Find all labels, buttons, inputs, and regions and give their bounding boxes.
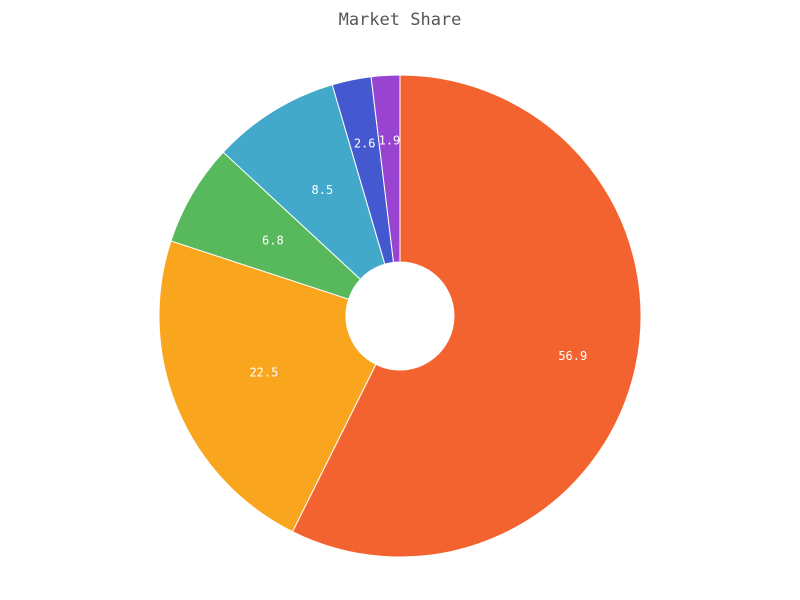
pie-slice-label-1: 22.5 [249,365,278,379]
pie-slices [158,74,642,558]
pie-slice-label-5: 1.9 [379,133,401,147]
pie-slice-labels: 56.9 22.5 6.8 8.5 2.6 1.9 [249,133,587,379]
pie-slice-label-0: 56.9 [558,349,587,363]
pie-slice-2 [170,151,362,300]
chart-title: Market Share [338,10,462,30]
pie-slice-label-4: 2.6 [354,137,376,151]
pie-slice-5 [370,74,401,263]
pie-slice-3 [222,84,386,281]
pie-slice-label-2: 6.8 [262,234,284,248]
pie-slice-label-3: 8.5 [312,183,334,197]
pie-slice-1 [158,240,377,533]
pie-slice-0 [291,74,642,558]
